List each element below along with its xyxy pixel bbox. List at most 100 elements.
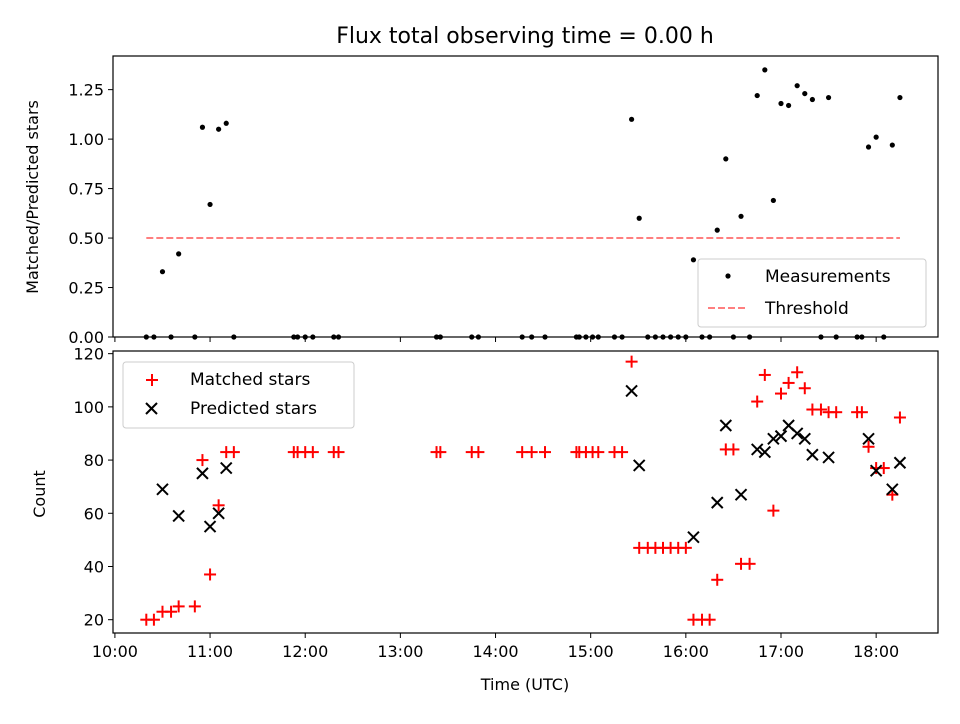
predicted-stars-point: [767, 432, 780, 445]
measurement-point: [636, 215, 642, 221]
top-ytick-label: 0.50: [68, 229, 104, 248]
predicted-stars-point: [719, 419, 733, 432]
bottom-xtick-label: 16:00: [663, 642, 709, 661]
bottom-xtick-label: 18:00: [853, 642, 899, 661]
matched-stars-point: [616, 446, 629, 459]
matched-stars-point: [782, 376, 795, 389]
top-y-ticks: 0.00 0.25 0.50 0.75 1.00 1.25: [68, 81, 113, 347]
predicted-stars-point: [156, 483, 169, 496]
measurement-point: [809, 96, 815, 103]
predicted-stars-point: [886, 483, 899, 496]
measurement-point: [714, 227, 720, 233]
legend-predicted-marker: [145, 402, 158, 415]
predicted-stars-point: [822, 451, 835, 464]
predicted-stars-point: [750, 443, 764, 456]
predicted-stars-point: [774, 429, 788, 443]
bottom-x-ticks: 10:00 11:00 12:00 13:00 14:00 15:00 16:00 17:00…: [92, 633, 899, 661]
bottom-legend: Matched stars Predicted stars: [122, 361, 355, 429]
bottom-axes-frame: [112, 350, 939, 634]
matched-stars-point: [814, 403, 827, 416]
measurement-point: [723, 156, 729, 162]
predicted-stars-point: [806, 448, 819, 461]
top-ytick-label: 0.75: [68, 180, 104, 199]
legend-matched-label: Matched stars: [190, 370, 310, 390]
measurement-point: [794, 83, 800, 89]
bottom-legend-box: [122, 361, 355, 429]
top-legend: Measurements Threshold: [697, 258, 927, 328]
measurement-point: [762, 67, 768, 73]
matched-stars-point: [212, 499, 225, 512]
matched-stars-point: [743, 557, 756, 570]
measurement-point: [216, 126, 222, 132]
matched-stars-point: [791, 366, 804, 379]
chart-title: Flux total observing time = 0.00 h: [336, 24, 714, 49]
matched-stars-point: [711, 573, 724, 586]
legend-predicted-label: Predicted stars: [190, 399, 317, 419]
matched-stars-point: [592, 446, 605, 459]
predicted-stars-point: [862, 432, 875, 445]
matched-stars-point: [147, 613, 160, 626]
predicted-stars-point: [212, 507, 225, 520]
bottom-plot-area: [140, 355, 907, 626]
matched-stars-point: [306, 446, 319, 459]
top-ytick-label: 1.25: [68, 81, 104, 100]
bottom-ytick-label: 100: [73, 398, 104, 417]
measurement-point: [176, 251, 182, 257]
top-panel: Flux total observing time = 0.00 h Match…: [23, 24, 939, 347]
measurement-point: [207, 201, 213, 208]
measurement-point: [628, 116, 635, 122]
matched-stars-point: [539, 446, 552, 459]
measurement-point: [865, 144, 872, 150]
bottom-xtick-label: 13:00: [377, 642, 423, 661]
top-x-ticks: [114, 337, 877, 342]
top-ytick-label: 0.25: [68, 279, 104, 298]
predicted-stars-point: [172, 509, 185, 523]
bottom-xtick-label: 17:00: [758, 642, 804, 661]
top-axes-frame: [112, 55, 939, 338]
measurement-point: [873, 134, 879, 140]
predicted-stars-point: [798, 432, 811, 445]
matched-stars-point: [332, 446, 345, 459]
matched-stars-point: [751, 395, 764, 408]
bottom-ytick-label: 60: [84, 504, 104, 523]
measurement-point: [738, 213, 744, 219]
measurement-point: [778, 100, 784, 107]
predicted-stars-point: [196, 467, 209, 480]
legend-measurements-marker: [725, 273, 731, 279]
matched-stars-point: [172, 600, 185, 613]
bottom-xtick-label: 11:00: [187, 642, 233, 661]
top-ytick-label: 1.00: [68, 130, 104, 149]
predicted-stars-point: [734, 488, 748, 501]
top-ytick-label: 0.00: [68, 328, 104, 347]
measurement-point: [223, 120, 229, 126]
bottom-xtick-label: 10:00: [92, 642, 138, 661]
measurement-point: [199, 124, 206, 130]
predicted-stars-point: [869, 464, 883, 477]
matched-stars-point: [165, 605, 178, 618]
bottom-xlabel: Time (UTC): [480, 675, 569, 694]
bottom-xtick-label: 14:00: [472, 642, 518, 661]
bottom-panel: Count Time (UTC) 20 40 60 80 100 120 10:00 11:…: [30, 345, 939, 694]
bottom-xtick-label: 12:00: [282, 642, 328, 661]
measurement-point: [786, 102, 792, 109]
measurement-point: [897, 94, 903, 101]
measurement-point: [690, 257, 697, 263]
predicted-stars-point: [633, 459, 646, 472]
matched-stars-point: [727, 443, 740, 456]
matched-stars-point: [893, 411, 906, 424]
matched-stars-point: [679, 541, 692, 554]
top-ylabel: Matched/Predicted stars: [23, 100, 42, 294]
top-legend-box: [697, 258, 927, 328]
predicted-stars-point: [220, 461, 233, 475]
matched-stars-point: [774, 387, 787, 400]
predicted-stars-point: [790, 427, 804, 440]
bottom-ytick-label: 120: [73, 345, 104, 364]
bottom-ytick-label: 40: [84, 557, 104, 576]
bottom-xtick-label: 15:00: [568, 642, 614, 661]
matched-stars-point: [798, 382, 811, 395]
bottom-ytick-label: 20: [84, 611, 104, 630]
matched-stars-point: [830, 406, 843, 419]
measurement-point: [159, 269, 166, 275]
bottom-ytick-label: 80: [84, 451, 104, 470]
matched-stars-point: [188, 600, 201, 613]
